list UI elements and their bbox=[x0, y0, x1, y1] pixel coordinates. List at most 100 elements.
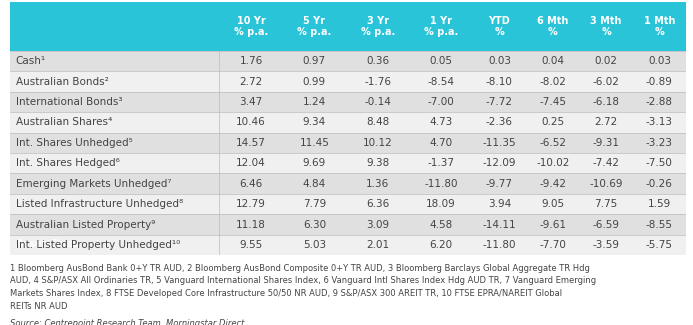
Text: -7.50: -7.50 bbox=[646, 158, 673, 168]
Text: 9.69: 9.69 bbox=[303, 158, 326, 168]
Text: 12.79: 12.79 bbox=[236, 199, 266, 209]
Text: -11.80: -11.80 bbox=[424, 179, 458, 189]
Text: Australian Listed Property⁹: Australian Listed Property⁹ bbox=[16, 219, 155, 229]
Text: -7.00: -7.00 bbox=[428, 97, 455, 107]
Text: 4.84: 4.84 bbox=[303, 179, 326, 189]
Text: Australian Shares⁴: Australian Shares⁴ bbox=[16, 117, 112, 127]
Text: 0.97: 0.97 bbox=[303, 56, 326, 66]
Text: 4.70: 4.70 bbox=[430, 138, 453, 148]
Text: 1 Yr
% p.a.: 1 Yr % p.a. bbox=[424, 16, 458, 37]
Text: Emerging Markets Unhedged⁷: Emerging Markets Unhedged⁷ bbox=[16, 179, 171, 189]
Text: -6.52: -6.52 bbox=[539, 138, 566, 148]
Bar bbox=[10, 92, 686, 112]
Text: -7.72: -7.72 bbox=[486, 97, 513, 107]
Text: REITs NR AUD: REITs NR AUD bbox=[10, 302, 68, 311]
Text: 8.48: 8.48 bbox=[366, 117, 389, 127]
Text: 9.38: 9.38 bbox=[366, 158, 389, 168]
Text: 6.20: 6.20 bbox=[430, 240, 453, 250]
Text: -5.75: -5.75 bbox=[646, 240, 673, 250]
Text: 0.99: 0.99 bbox=[303, 77, 326, 87]
Text: 6 Mth
%: 6 Mth % bbox=[537, 16, 568, 37]
Text: 6.36: 6.36 bbox=[366, 199, 389, 209]
Bar bbox=[10, 214, 686, 235]
Text: 6.46: 6.46 bbox=[240, 179, 263, 189]
Text: 5 Yr
% p.a.: 5 Yr % p.a. bbox=[297, 16, 331, 37]
Text: 10.12: 10.12 bbox=[363, 138, 393, 148]
Text: 6.30: 6.30 bbox=[303, 219, 326, 229]
Text: -6.02: -6.02 bbox=[593, 77, 620, 87]
Bar bbox=[10, 112, 686, 133]
Text: YTD
%: YTD % bbox=[489, 16, 510, 37]
Text: 14.57: 14.57 bbox=[236, 138, 266, 148]
Text: -9.77: -9.77 bbox=[486, 179, 513, 189]
Text: -3.13: -3.13 bbox=[646, 117, 673, 127]
Text: 3.94: 3.94 bbox=[488, 199, 511, 209]
Text: -0.26: -0.26 bbox=[646, 179, 673, 189]
Text: -0.14: -0.14 bbox=[365, 97, 391, 107]
Bar bbox=[10, 72, 686, 92]
Text: -12.09: -12.09 bbox=[483, 158, 516, 168]
Text: 11.45: 11.45 bbox=[299, 138, 329, 148]
Text: -1.76: -1.76 bbox=[365, 77, 392, 87]
Text: -7.70: -7.70 bbox=[539, 240, 566, 250]
Bar bbox=[10, 174, 686, 194]
Text: 2.72: 2.72 bbox=[595, 117, 617, 127]
Text: Int. Shares Hedged⁶: Int. Shares Hedged⁶ bbox=[16, 158, 120, 168]
Text: -10.02: -10.02 bbox=[536, 158, 570, 168]
Text: 4.58: 4.58 bbox=[430, 219, 453, 229]
Text: -10.69: -10.69 bbox=[589, 179, 623, 189]
Text: -8.55: -8.55 bbox=[646, 219, 673, 229]
Text: 10 Yr
% p.a.: 10 Yr % p.a. bbox=[234, 16, 268, 37]
Text: 1.36: 1.36 bbox=[366, 179, 389, 189]
Text: International Bonds³: International Bonds³ bbox=[16, 97, 122, 107]
Text: 3 Yr
% p.a.: 3 Yr % p.a. bbox=[360, 16, 395, 37]
Text: 7.75: 7.75 bbox=[595, 199, 617, 209]
Text: -9.31: -9.31 bbox=[593, 138, 620, 148]
Text: -8.02: -8.02 bbox=[539, 77, 566, 87]
Text: Source: Centrepoint Research Team, Morningstar Direct: Source: Centrepoint Research Team, Morni… bbox=[10, 319, 245, 325]
Text: 1.59: 1.59 bbox=[648, 199, 671, 209]
Text: -1.37: -1.37 bbox=[428, 158, 455, 168]
Text: -9.61: -9.61 bbox=[539, 219, 566, 229]
Text: Australian Bonds²: Australian Bonds² bbox=[16, 77, 109, 87]
Text: 3.47: 3.47 bbox=[240, 97, 263, 107]
Bar bbox=[10, 153, 686, 174]
Text: -11.35: -11.35 bbox=[482, 138, 516, 148]
Bar bbox=[10, 194, 686, 214]
Text: 0.25: 0.25 bbox=[541, 117, 564, 127]
Text: Listed Infrastructure Unhedged⁸: Listed Infrastructure Unhedged⁸ bbox=[16, 199, 183, 209]
Text: 9.55: 9.55 bbox=[240, 240, 263, 250]
Text: 9.05: 9.05 bbox=[541, 199, 564, 209]
Text: -2.88: -2.88 bbox=[646, 97, 673, 107]
Text: -8.54: -8.54 bbox=[428, 77, 455, 87]
Text: -7.42: -7.42 bbox=[593, 158, 620, 168]
Text: 3 Mth
%: 3 Mth % bbox=[590, 16, 622, 37]
Text: 18.09: 18.09 bbox=[426, 199, 456, 209]
Text: -14.11: -14.11 bbox=[482, 219, 516, 229]
Text: 10.46: 10.46 bbox=[236, 117, 266, 127]
Text: -6.18: -6.18 bbox=[593, 97, 620, 107]
Text: -11.80: -11.80 bbox=[483, 240, 516, 250]
Text: -3.23: -3.23 bbox=[646, 138, 673, 148]
Bar bbox=[10, 51, 686, 72]
Text: -7.45: -7.45 bbox=[539, 97, 566, 107]
Text: -6.59: -6.59 bbox=[593, 219, 620, 229]
Text: 1 Mth
%: 1 Mth % bbox=[644, 16, 675, 37]
Text: 4.73: 4.73 bbox=[430, 117, 453, 127]
Text: -3.59: -3.59 bbox=[593, 240, 620, 250]
Text: 2.01: 2.01 bbox=[366, 240, 389, 250]
Text: 9.34: 9.34 bbox=[303, 117, 326, 127]
Text: -9.42: -9.42 bbox=[539, 179, 566, 189]
Text: -8.10: -8.10 bbox=[486, 77, 513, 87]
Text: Int. Listed Property Unhedged¹⁰: Int. Listed Property Unhedged¹⁰ bbox=[16, 240, 180, 250]
Text: Cash¹: Cash¹ bbox=[16, 56, 46, 66]
Text: 12.04: 12.04 bbox=[236, 158, 266, 168]
Text: Asset Class: Asset Class bbox=[16, 239, 78, 249]
Text: 0.03: 0.03 bbox=[648, 56, 671, 66]
Text: 2.72: 2.72 bbox=[240, 77, 263, 87]
Bar bbox=[10, 2, 686, 51]
Text: 11.18: 11.18 bbox=[236, 219, 266, 229]
Text: 5.03: 5.03 bbox=[303, 240, 326, 250]
Bar bbox=[10, 235, 686, 255]
Text: 1.76: 1.76 bbox=[240, 56, 263, 66]
